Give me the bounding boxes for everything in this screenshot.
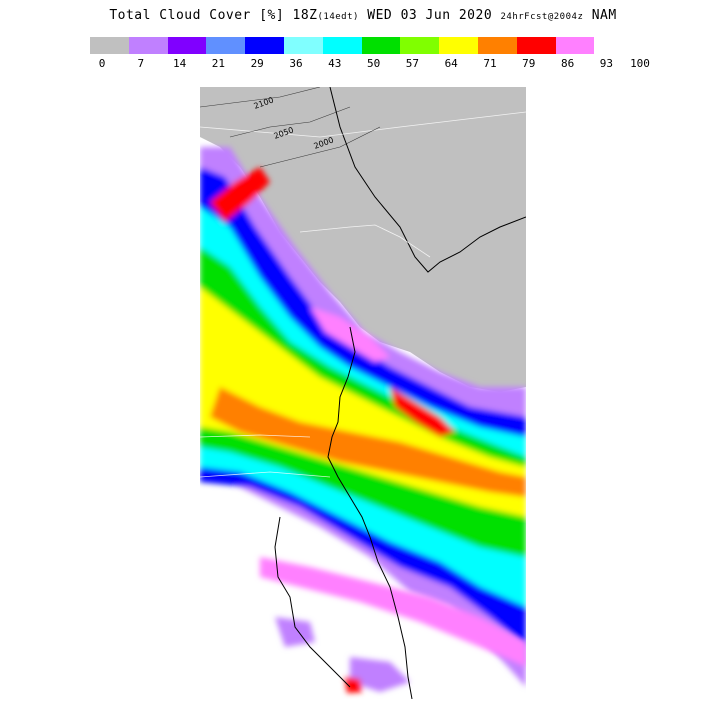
legend-swatch xyxy=(167,37,207,54)
legend-swatch xyxy=(516,37,556,54)
title-init-note: (14edt) xyxy=(317,12,359,22)
southwest-violet-blob xyxy=(275,617,315,647)
legend-swatch xyxy=(206,37,246,54)
legend-swatch xyxy=(322,37,362,54)
legend-swatch xyxy=(90,37,129,54)
legend-label: 79 xyxy=(522,57,536,70)
south-red-dot xyxy=(345,677,362,693)
map-title: Total Cloud Cover [%] 18Z(14edt) WED 03 … xyxy=(0,8,726,23)
legend-label: 36 xyxy=(289,57,303,70)
legend-label: 43 xyxy=(328,57,342,70)
gray-low-cloud-region xyxy=(200,87,526,392)
height-contours xyxy=(200,87,381,168)
legend-swatch xyxy=(361,37,401,54)
coastline-lines xyxy=(274,87,526,699)
title-model: NAM xyxy=(591,8,617,23)
state-borders xyxy=(200,111,526,478)
legend-swatch xyxy=(128,37,168,54)
pink-highlights xyxy=(310,307,390,362)
legend-label: 86 xyxy=(560,57,575,70)
legend-swatch xyxy=(439,37,478,54)
legend-swatch xyxy=(477,37,517,54)
cloud-cover-map: 2100 2050 2000 xyxy=(200,87,526,699)
legend-labels: 0 7 14 21 29 36 43 50 57 64 71 79 86 93 100 xyxy=(0,57,726,71)
legend-label: 71 xyxy=(483,57,497,70)
legend-label: 100 xyxy=(630,57,650,70)
title-forecast: 24hrFcst@2004z xyxy=(500,12,584,22)
legend-label: 93 xyxy=(599,57,614,70)
legend-label: 50 xyxy=(366,57,381,70)
legend-label: 29 xyxy=(250,57,264,70)
title-main: Total Cloud Cover [%] 18Z xyxy=(109,8,318,23)
orange-band xyxy=(210,387,526,497)
south-violet-blob xyxy=(350,657,410,692)
legend-swatch xyxy=(245,37,284,54)
legend-label: 7 xyxy=(137,57,145,70)
red-core-north xyxy=(210,167,270,222)
legend-label: 64 xyxy=(444,57,458,70)
title-date: WED 03 Jun 2020 xyxy=(367,8,493,23)
legend-label: 57 xyxy=(405,57,420,70)
color-legend xyxy=(90,37,595,54)
red-core xyxy=(390,387,455,437)
legend-label: 0 xyxy=(98,57,106,70)
legend-swatch xyxy=(400,37,440,54)
south-pink-streak xyxy=(260,557,526,667)
legend-label: 21 xyxy=(211,57,226,70)
legend-label: 14 xyxy=(172,57,187,70)
legend-swatch xyxy=(283,37,323,54)
legend-swatch xyxy=(555,37,595,54)
